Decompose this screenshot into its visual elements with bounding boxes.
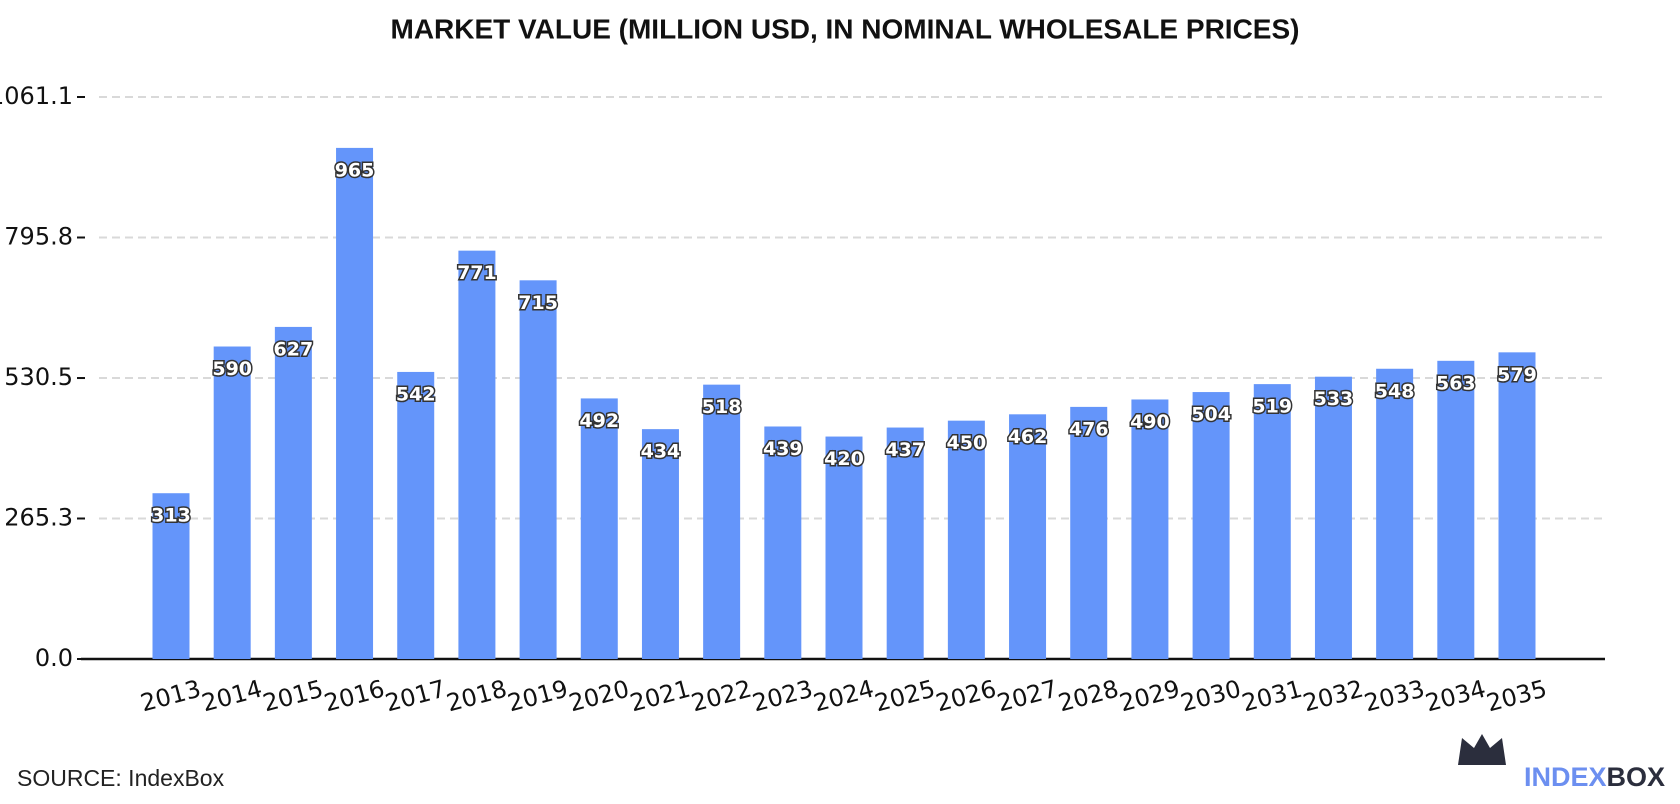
bar [1437, 360, 1475, 659]
x-tick-label: 2035 [1484, 675, 1550, 718]
value-label: 715 [518, 292, 558, 314]
y-tick-label: 265.3 [4, 503, 73, 531]
x-tick-label: 2021 [627, 675, 693, 718]
x-tick-label: 2026 [933, 675, 999, 718]
x-tick-label: 2027 [994, 675, 1060, 718]
value-label: 563 [1436, 372, 1476, 394]
value-label: 542 [396, 383, 436, 405]
bar [1070, 406, 1108, 659]
x-tick-label: 2022 [688, 675, 754, 718]
value-label: 313 [151, 505, 191, 527]
bar [886, 427, 924, 659]
value-label: 434 [641, 441, 681, 463]
logo-index: INDEX [1524, 762, 1607, 792]
bar [1376, 368, 1414, 659]
x-tick-label: 2023 [749, 675, 815, 718]
bar [152, 493, 190, 659]
value-label: 590 [212, 358, 252, 380]
value-label: 490 [1130, 411, 1170, 433]
x-tick-label: 2025 [872, 675, 938, 718]
x-tick-label: 2018 [444, 675, 510, 718]
value-label: 548 [1375, 380, 1415, 402]
value-label: 437 [885, 439, 925, 461]
bar [641, 429, 679, 659]
value-label: 965 [335, 159, 375, 181]
y-tick-label: 530.5 [4, 363, 73, 391]
bar [336, 147, 374, 659]
bar [1192, 392, 1230, 659]
logo-box: BOX [1607, 762, 1666, 792]
bar [519, 280, 557, 659]
bar [1009, 414, 1047, 659]
x-tick-label: 2015 [260, 675, 326, 718]
bar [580, 398, 618, 659]
bar [397, 371, 435, 659]
x-tick-label: 2032 [1300, 675, 1366, 718]
value-label: 627 [274, 338, 314, 360]
logo-icon [1458, 734, 1506, 765]
y-tick-label: 0.0 [35, 644, 73, 672]
value-label: 518 [702, 396, 742, 418]
bar [1131, 399, 1169, 659]
value-label: 476 [1069, 418, 1109, 440]
x-tick-label: 2028 [1055, 675, 1121, 718]
bar [825, 436, 863, 659]
bar [458, 250, 496, 659]
logo: INDEXBOX [1458, 734, 1665, 792]
bar [703, 384, 741, 659]
x-tick-label: 2031 [1239, 675, 1305, 718]
value-label: 439 [763, 438, 803, 460]
x-tick-label: 2016 [321, 675, 387, 718]
value-label: 420 [824, 448, 864, 470]
bar [1498, 352, 1536, 659]
chart-title: MARKET VALUE (MILLION USD, IN NOMINAL WH… [391, 13, 1300, 44]
value-label: 450 [947, 432, 987, 454]
source: SOURCE: IndexBox [17, 765, 225, 791]
x-tick-label: 2020 [566, 675, 632, 718]
value-label: 579 [1497, 364, 1537, 386]
bar [213, 346, 251, 659]
logo-text: INDEXBOX [1524, 762, 1665, 792]
value-label: 492 [579, 410, 619, 432]
bar [764, 426, 802, 659]
x-tick-label: 2033 [1361, 675, 1427, 718]
x-tick-label: 2017 [382, 675, 448, 718]
value-label: 504 [1191, 404, 1231, 426]
bar [274, 326, 312, 659]
x-tick-label: 2029 [1117, 675, 1183, 718]
x-tick-label: 2019 [505, 675, 571, 718]
value-label: 519 [1252, 396, 1292, 418]
value-label: 533 [1314, 388, 1354, 410]
bar [1253, 384, 1291, 659]
x-tick-label: 2034 [1422, 675, 1488, 718]
y-tick-label: 795.8 [4, 223, 73, 251]
y-tick-label: 1061.1 [0, 82, 73, 110]
value-label: 771 [457, 262, 497, 284]
x-tick-label: 2024 [811, 675, 877, 718]
bar [1314, 376, 1352, 659]
value-label: 462 [1008, 426, 1048, 448]
x-tick-label: 2013 [138, 675, 204, 718]
bar [947, 420, 985, 659]
x-tick-label: 2030 [1178, 675, 1244, 718]
x-tick-label: 2014 [199, 675, 265, 718]
